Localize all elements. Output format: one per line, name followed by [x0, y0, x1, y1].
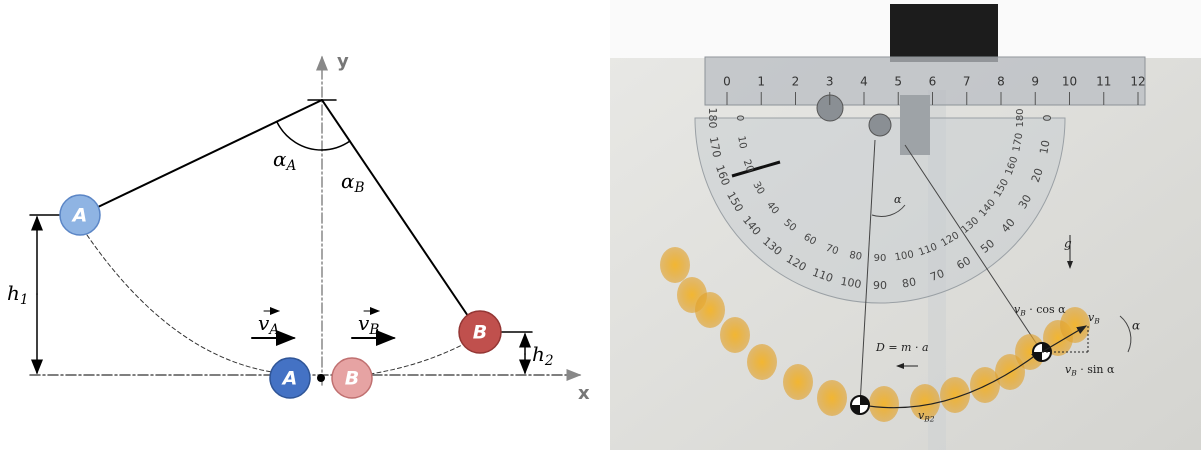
axis-label: x	[578, 383, 590, 404]
annotation: g	[1064, 237, 1072, 251]
angle-arc-b	[322, 141, 350, 150]
bolt	[869, 114, 891, 136]
mount	[890, 4, 998, 62]
ruler-label: 9	[1031, 75, 1039, 89]
axis-label: y	[337, 51, 349, 72]
protractor-label: 80	[848, 250, 862, 263]
ball-label: B	[473, 322, 487, 344]
ruler-label: 1	[757, 75, 765, 89]
photo	[610, 0, 1201, 450]
figure: yxAABBαAαBh1h2vAvB0123456789101112010203…	[0, 0, 1201, 450]
label-sub: A	[267, 322, 279, 338]
label-sub: B	[368, 322, 379, 338]
protractor-label: 0	[734, 115, 745, 121]
ball-label: B	[345, 368, 359, 390]
label-sub: 2	[544, 353, 554, 369]
height-label: h2	[532, 342, 554, 369]
ruler-label: 5	[894, 75, 902, 89]
label-main: α	[341, 169, 355, 193]
protractor-label: 180	[1015, 108, 1026, 127]
angle-label: αB	[341, 169, 365, 196]
ruler-label: 8	[997, 75, 1005, 89]
contact-point	[317, 374, 325, 382]
ruler-label: 4	[860, 75, 868, 89]
height-label: h1	[7, 281, 29, 308]
path-a	[87, 235, 272, 372]
clamp	[900, 95, 930, 155]
ball-image	[747, 344, 777, 380]
ball-image	[695, 292, 725, 328]
ruler-label: 0	[723, 75, 731, 89]
label-tail: · cos α	[1026, 303, 1066, 316]
ruler-label: 10	[1062, 75, 1077, 89]
ball-label: A	[71, 205, 88, 227]
ball-label: A	[281, 368, 298, 390]
label-sub: A	[285, 158, 297, 174]
label-main: h	[7, 281, 20, 305]
protractor-label: 10	[735, 135, 748, 149]
ball-image	[869, 386, 899, 422]
protractor-label: 180	[706, 108, 719, 129]
label-sub: B2	[923, 414, 934, 423]
protractor-label: 90	[874, 253, 887, 264]
ruler-label: 3	[826, 75, 834, 89]
velocity-label: vA	[258, 311, 279, 338]
diagram	[30, 57, 580, 398]
velocity-label: vB	[358, 311, 379, 338]
ball-image	[817, 380, 847, 416]
angle-label: αA	[273, 147, 297, 174]
ball-image	[660, 247, 690, 283]
annotation: α	[1132, 319, 1140, 333]
label-sub: 1	[20, 292, 29, 308]
label-main: h	[532, 342, 545, 366]
protractor-label: 90	[873, 279, 887, 292]
ruler-label: 2	[792, 75, 800, 89]
annotation: α	[894, 193, 902, 206]
ruler-label: 6	[929, 75, 937, 89]
ruler-label: 7	[963, 75, 971, 89]
string-a	[98, 100, 322, 207]
ball-image	[783, 364, 813, 400]
protractor-label: 10	[1037, 139, 1052, 155]
ruler-label: 11	[1096, 75, 1111, 89]
label-main: α	[273, 147, 287, 171]
path-b	[370, 345, 462, 374]
ball-image	[940, 377, 970, 413]
label-sub: B	[1093, 316, 1100, 325]
annotation: D = m · a	[875, 341, 929, 354]
protractor-label: 0	[1041, 115, 1054, 122]
label-main: v	[258, 311, 270, 335]
label-tail: · sin α	[1077, 363, 1115, 376]
label-main: v	[358, 311, 370, 335]
ball-image	[720, 317, 750, 353]
label-sub: B	[354, 180, 365, 196]
ruler-label: 12	[1130, 75, 1145, 89]
protractor-label: 80	[901, 275, 917, 290]
string-b	[322, 100, 468, 316]
